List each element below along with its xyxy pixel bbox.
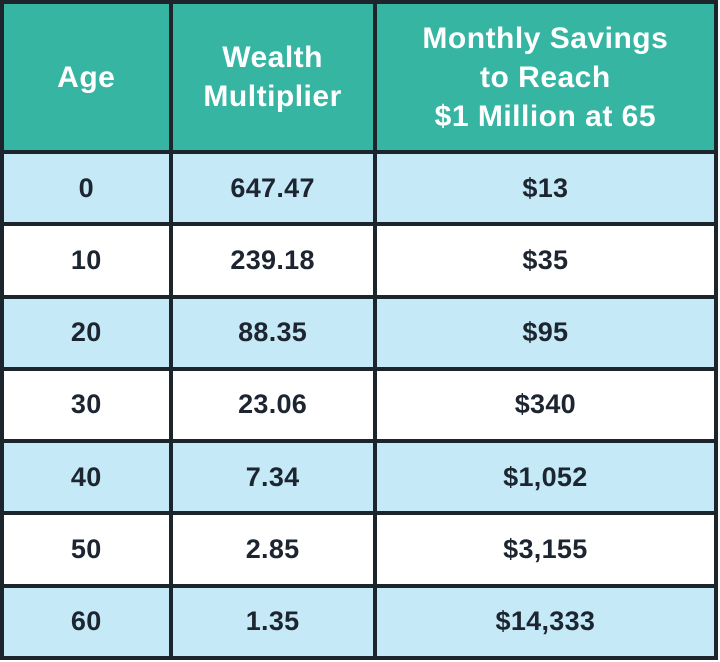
age-cell: 40: [0, 439, 173, 516]
table-header-row: Age Wealth Multiplier Monthly Savings to…: [0, 0, 719, 154]
header-line: Multiplier: [203, 80, 342, 113]
table-row: 20 88.35 $95: [0, 294, 719, 371]
wealth-multiplier-cell: 239.18: [168, 222, 377, 299]
monthly-savings-cell: $13: [372, 149, 719, 227]
header-line: to Reach: [480, 60, 611, 94]
wealth-multiplier-cell: 1.35: [168, 583, 377, 661]
monthly-savings-cell: $3,155: [372, 511, 719, 588]
header-line: Age: [57, 60, 116, 94]
table-row: 50 2.85 $3,155: [0, 511, 719, 588]
table-row: 30 23.06 $340: [0, 366, 719, 444]
table-row: 60 1.35 $14,333: [0, 583, 719, 661]
age-cell: 30: [0, 366, 173, 444]
age-cell: 60: [0, 583, 173, 661]
table-row: 0 647.47 $13: [0, 149, 719, 227]
monthly-savings-cell: $35: [372, 222, 719, 299]
wealth-multiplier-cell: 88.35: [168, 294, 377, 371]
column-header-wealth-multiplier: Wealth Multiplier: [168, 0, 377, 154]
table-row: 40 7.34 $1,052: [0, 439, 719, 516]
column-header-age: Age: [0, 0, 173, 154]
age-cell: 50: [0, 511, 173, 588]
age-cell: 20: [0, 294, 173, 371]
header-line: Monthly Savings: [422, 21, 669, 55]
monthly-savings-cell: $340: [372, 366, 719, 444]
age-cell: 10: [0, 222, 173, 299]
wealth-multiplier-cell: 2.85: [168, 511, 377, 588]
table-row: 10 239.18 $35: [0, 222, 719, 299]
monthly-savings-cell: $95: [372, 294, 719, 371]
age-cell: 0: [0, 149, 173, 227]
wealth-multiplier-cell: 7.34: [168, 439, 377, 516]
header-line: $1 Million at 65: [434, 99, 657, 133]
monthly-savings-cell: $14,333: [372, 583, 719, 661]
column-header-monthly-savings: Monthly Savings to Reach $1 Million at 6…: [372, 0, 719, 154]
wealth-multiplier-cell: 23.06: [168, 366, 377, 444]
header-line: Wealth: [222, 41, 323, 74]
monthly-savings-cell: $1,052: [372, 439, 719, 516]
wealth-multiplier-cell: 647.47: [168, 149, 377, 227]
